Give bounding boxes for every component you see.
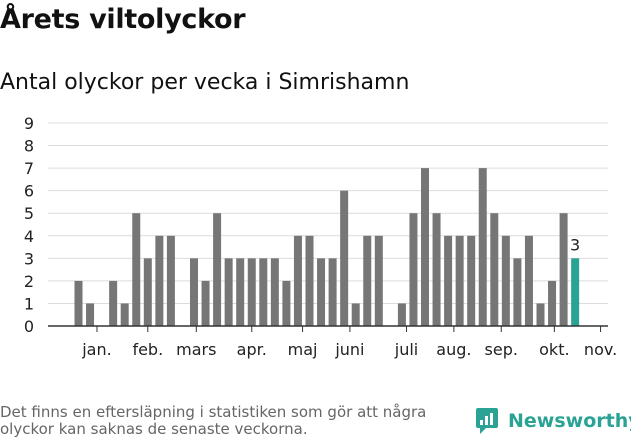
- x-tick-label: feb.: [132, 340, 163, 359]
- bar: [109, 280, 118, 326]
- bar: [132, 213, 141, 326]
- bar: [317, 258, 326, 326]
- x-tick-label: juli: [394, 340, 418, 359]
- bar: [444, 235, 453, 326]
- bar: [421, 168, 429, 326]
- bar: [328, 258, 337, 326]
- y-tick-label: 2: [24, 272, 34, 291]
- x-tick-label: maj: [288, 340, 318, 359]
- bar: [305, 235, 314, 326]
- y-tick-label: 3: [24, 249, 34, 268]
- bar: [409, 213, 418, 326]
- bar-chart: 0 1 2 3 4 5 6 7 8 9 3 jan. feb. mars apr. maj juni juli au…: [24, 114, 617, 359]
- bar: [190, 258, 198, 326]
- chart-subtitle: Antal olyckor per vecka i Simrishamn: [0, 70, 410, 95]
- x-tick-label: jan.: [81, 340, 111, 359]
- bar: [120, 303, 129, 326]
- bar: [467, 235, 476, 326]
- bar: [363, 235, 372, 326]
- bar: [478, 168, 487, 326]
- bar: [536, 303, 545, 326]
- bar: [548, 280, 557, 326]
- bar: [559, 213, 568, 326]
- x-tick-label: mars: [176, 340, 216, 359]
- bar: [490, 213, 499, 326]
- bar: [270, 258, 279, 326]
- bar: [374, 235, 383, 326]
- bar: [213, 213, 222, 326]
- bar: [397, 303, 406, 326]
- y-tick-label: 8: [24, 137, 34, 156]
- x-tick-label: aug.: [436, 340, 471, 359]
- bar: [293, 235, 302, 326]
- y-tick-label: 0: [24, 317, 34, 336]
- bar: [247, 258, 256, 326]
- y-tick-label: 9: [24, 114, 34, 133]
- bar: [166, 235, 175, 326]
- newsworthy-logo-icon: [476, 408, 498, 434]
- x-tick-label: juni: [334, 340, 364, 359]
- bar: [282, 280, 291, 326]
- bar: [86, 303, 95, 326]
- x-tick-label: nov.: [584, 340, 617, 359]
- bar: [513, 258, 522, 326]
- bar: [143, 258, 152, 326]
- y-tick-label: 7: [24, 159, 34, 178]
- bar: [432, 213, 441, 326]
- bar: [74, 280, 83, 326]
- brand-name: Newsworthy: [508, 410, 631, 432]
- page-title: Årets viltolyckor: [0, 4, 246, 35]
- brand-logo[interactable]: Newsworthy: [476, 408, 631, 434]
- footnote: Det finns en eftersläpning i statistiken…: [0, 403, 427, 438]
- x-tick-label: okt.: [539, 340, 569, 359]
- x-tick-label: apr.: [237, 340, 267, 359]
- x-tick-label: sep.: [485, 340, 518, 359]
- bar: [236, 258, 245, 326]
- highlight-bar: [571, 258, 580, 326]
- y-tick-label: 1: [24, 294, 34, 313]
- bar: [501, 235, 510, 326]
- bar: [201, 280, 210, 326]
- bar: [351, 303, 360, 326]
- y-tick-label: 4: [24, 227, 34, 246]
- bar: [524, 235, 533, 326]
- bar: [340, 190, 349, 326]
- y-tick-label: 5: [24, 204, 34, 223]
- y-tick-label: 6: [24, 182, 34, 201]
- bar: [224, 258, 233, 326]
- bar: [155, 235, 164, 326]
- highlight-value-label: 3: [570, 235, 580, 254]
- bar: [259, 258, 268, 326]
- bar: [455, 235, 464, 326]
